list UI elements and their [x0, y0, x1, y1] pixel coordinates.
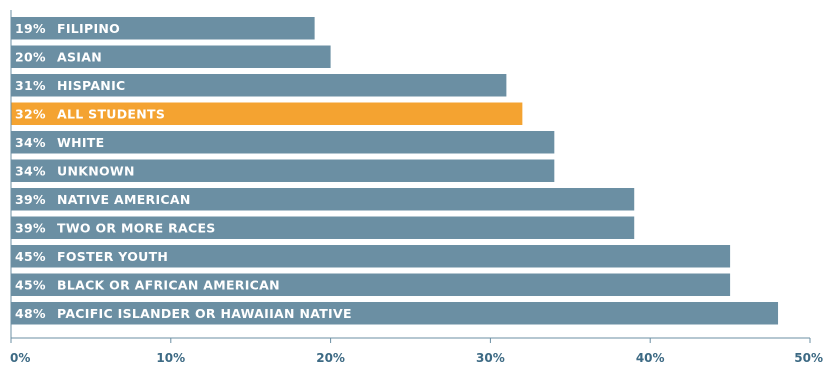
- bar-value-label: 34%: [15, 135, 46, 150]
- bar-value-label: 45%: [15, 249, 46, 264]
- bar-category-label: ALL STUDENTS: [57, 106, 165, 121]
- x-tick-label: 30%: [476, 351, 505, 365]
- bar-value-label: 48%: [15, 306, 46, 321]
- bar-value-label: 19%: [15, 21, 46, 36]
- bar-all-students: [11, 102, 523, 125]
- bar-unknown: [11, 159, 555, 182]
- bar-category-label: ASIAN: [57, 49, 102, 64]
- bar-foster-youth: [11, 245, 731, 268]
- bar-asian: [11, 45, 331, 68]
- bar-category-label: UNKNOWN: [57, 163, 135, 178]
- x-tick-label: 20%: [316, 351, 345, 365]
- bar-category-label: BLACK OR AFRICAN AMERICAN: [57, 277, 280, 292]
- x-tick-label: 10%: [156, 351, 185, 365]
- bar-white: [11, 131, 555, 154]
- bar-category-label: HISPANIC: [57, 78, 126, 93]
- x-tick-label: 50%: [794, 351, 823, 365]
- bar-category-label: FOSTER YOUTH: [57, 249, 168, 264]
- bar-value-label: 20%: [15, 49, 46, 64]
- bar-category-label: PACIFIC ISLANDER OR HAWAIIAN NATIVE: [57, 306, 352, 321]
- x-tick-label: 0%: [10, 351, 30, 365]
- bar-two-or-more-races: [11, 216, 635, 239]
- bar-value-label: 32%: [15, 106, 46, 121]
- bar-category-label: FILIPINO: [57, 21, 120, 36]
- bar-native-american: [11, 188, 635, 211]
- bar-hispanic: [11, 74, 507, 97]
- bars-group: 19% FILIPINO 20% ASIAN 31% HISPANIC 32% ALL STU…: [11, 17, 779, 325]
- bar-filipino: [11, 17, 315, 40]
- bar-value-label: 45%: [15, 277, 46, 292]
- bar-category-label: TWO OR MORE RACES: [57, 220, 216, 235]
- bar-category-label: NATIVE AMERICAN: [57, 192, 191, 207]
- x-axis-ticks: 0% 10% 20% 30% 40% 50%: [10, 338, 823, 365]
- bar-value-label: 31%: [15, 78, 46, 93]
- bar-value-label: 34%: [15, 163, 46, 178]
- x-tick-label: 40%: [636, 351, 665, 365]
- bar-value-label: 39%: [15, 192, 46, 207]
- bar-value-label: 39%: [15, 220, 46, 235]
- bar-pacific-islander-or-hawaiian-native: [11, 302, 779, 325]
- bar-category-label: WHITE: [57, 135, 104, 150]
- bar-black-or-african-american: [11, 273, 731, 296]
